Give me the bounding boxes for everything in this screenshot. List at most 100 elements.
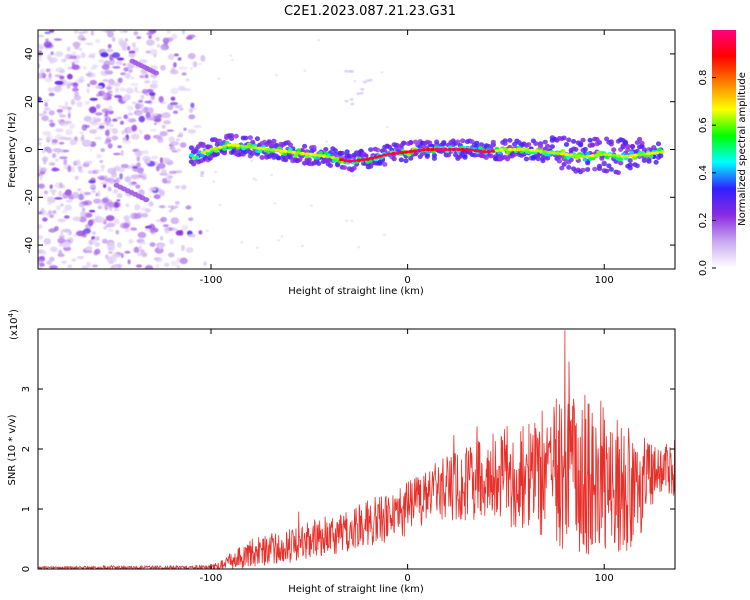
heatmap-cell xyxy=(157,136,164,143)
heatmap-cell xyxy=(598,153,604,157)
heatmap-cell xyxy=(183,127,187,131)
heatmap-cell xyxy=(38,183,45,189)
heatmap-cell xyxy=(167,104,174,111)
heatmap-cell xyxy=(100,181,109,185)
heatmap-cell xyxy=(615,154,622,158)
heatmap-cell xyxy=(189,67,193,70)
heatmap-cell xyxy=(89,129,98,134)
heatmap-cell xyxy=(158,243,164,250)
heatmap-cell xyxy=(140,249,145,254)
heatmap-cell xyxy=(181,224,189,231)
heatmap-cell xyxy=(599,156,605,161)
heatmap-cell xyxy=(65,129,73,136)
heatmap-cell xyxy=(88,148,93,152)
heatmap-cell xyxy=(138,115,145,123)
heatmap-cell xyxy=(87,71,92,78)
heatmap-cell xyxy=(254,178,258,182)
heatmap-cell xyxy=(628,154,635,158)
heatmap-cell xyxy=(155,36,160,42)
heatmap-cell xyxy=(79,169,84,174)
heatmap-cell xyxy=(395,151,401,155)
heatmap-cell xyxy=(125,87,134,94)
heatmap-cell xyxy=(100,52,109,58)
heatmap-cell xyxy=(141,212,149,218)
heatmap-cell xyxy=(140,241,146,245)
heatmap-cell xyxy=(149,187,157,191)
heatmap-cell xyxy=(64,137,72,141)
heatmap-cell xyxy=(169,102,179,106)
heatmap-cell xyxy=(171,149,179,153)
heatmap-cell xyxy=(464,147,470,152)
heatmap-cell xyxy=(325,158,331,164)
heatmap-cell xyxy=(620,154,626,159)
heatmap-cell xyxy=(42,250,47,255)
heatmap-cell xyxy=(71,258,77,262)
heatmap-cell xyxy=(170,141,180,146)
heatmap-cell xyxy=(611,153,617,158)
heatmap-cell xyxy=(160,44,168,51)
heatmap-cell xyxy=(176,148,181,153)
heatmap-cell xyxy=(363,153,369,159)
heatmap-cell xyxy=(40,255,45,260)
heatmap-cell xyxy=(585,160,591,166)
heatmap-cell xyxy=(302,143,308,149)
heatmap-cell xyxy=(71,64,80,70)
heatmap-cell xyxy=(380,71,384,74)
heatmap-cell xyxy=(502,141,508,147)
heatmap-cell xyxy=(111,253,121,258)
heatmap-cell xyxy=(385,126,389,129)
heatmap-cell xyxy=(229,54,233,57)
heatmap-cell xyxy=(144,208,151,213)
heatmap-cell xyxy=(303,69,307,72)
heatmap-cell xyxy=(161,112,171,119)
heatmap-cell xyxy=(451,147,457,152)
heatmap-cell xyxy=(529,148,535,152)
heatmap-cell xyxy=(360,158,366,162)
heatmap-cell xyxy=(254,136,260,142)
heatmap-cell xyxy=(178,66,188,70)
heatmap-cell xyxy=(44,31,51,35)
heatmap-cell xyxy=(188,114,196,120)
heatmap-cell xyxy=(107,110,114,115)
heatmap-cell xyxy=(67,165,72,173)
heatmap-y-tick-label: 0 xyxy=(24,146,35,152)
heatmap-cell xyxy=(146,39,155,46)
heatmap-cell xyxy=(189,153,194,158)
heatmap-cell xyxy=(130,175,140,180)
heatmap-cell xyxy=(72,191,79,199)
heatmap-cell xyxy=(57,237,66,244)
heatmap-cell xyxy=(72,82,79,89)
heatmap-cell xyxy=(185,247,194,253)
heatmap-cell xyxy=(185,205,192,210)
heatmap-cell xyxy=(335,162,341,168)
heatmap-cell xyxy=(297,157,303,163)
heatmap-cell xyxy=(571,139,577,144)
heatmap-cell xyxy=(478,142,485,148)
heatmap-cell xyxy=(188,145,194,151)
heatmap-cell xyxy=(125,72,131,79)
heatmap-cell xyxy=(648,154,654,159)
heatmap-cell xyxy=(116,199,121,202)
chart-title: C2E1.2023.087.21.23.G31 xyxy=(284,4,456,19)
heatmap-cell xyxy=(181,72,187,76)
heatmap-cell xyxy=(217,77,221,80)
heatmap-cell xyxy=(542,150,548,154)
heatmap-cell xyxy=(105,215,115,222)
heatmap-x-ticks: -100 0 100 xyxy=(200,30,614,286)
heatmap-cell xyxy=(123,114,128,119)
heatmap-cell xyxy=(191,161,197,167)
heatmap-cell xyxy=(624,154,630,158)
heatmap-cell xyxy=(74,30,79,34)
heatmap-cell xyxy=(342,165,348,171)
heatmap-cell xyxy=(375,147,381,153)
heatmap-cell xyxy=(95,85,103,89)
heatmap-cell xyxy=(425,147,431,152)
heatmap-cell xyxy=(145,89,154,93)
heatmap-cell xyxy=(151,155,159,160)
heatmap-cell xyxy=(60,122,64,126)
heatmap-cell xyxy=(360,87,365,91)
heatmap-cell xyxy=(115,229,120,235)
heatmap-cell xyxy=(88,209,96,213)
heatmap-cell xyxy=(52,153,57,159)
heatmap-cell xyxy=(38,235,44,240)
